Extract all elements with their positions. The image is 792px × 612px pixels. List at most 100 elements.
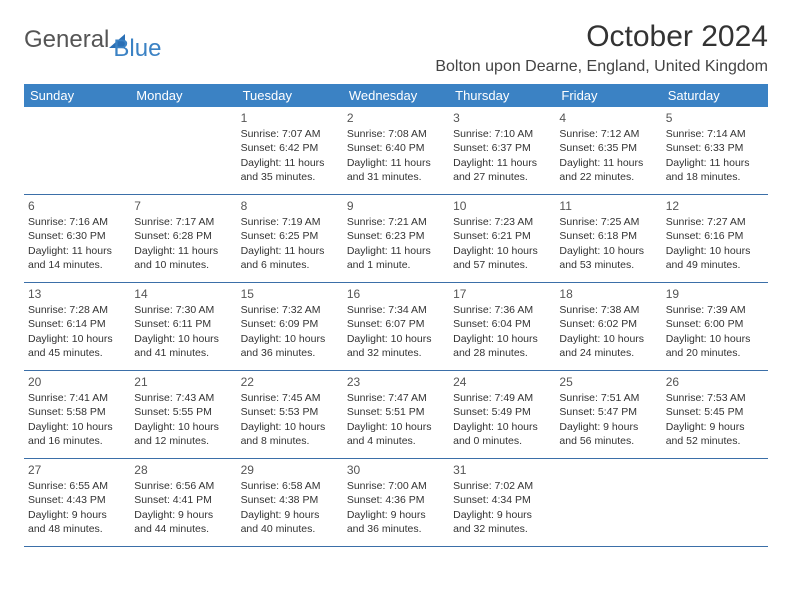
title-block: October 2024 Bolton upon Dearne, England… (435, 20, 768, 76)
daylight-text: Daylight: 11 hours (241, 244, 339, 258)
daylight-text: and 1 minute. (347, 258, 445, 272)
sunset-text: Sunset: 6:42 PM (241, 141, 339, 155)
day-number: 31 (453, 462, 551, 478)
daylight-text: and 0 minutes. (453, 434, 551, 448)
calendar-day-cell: 19Sunrise: 7:39 AMSunset: 6:00 PMDayligh… (662, 283, 768, 371)
daylight-text: and 6 minutes. (241, 258, 339, 272)
sunrise-text: Sunrise: 7:39 AM (666, 303, 764, 317)
calendar-day-cell: 12Sunrise: 7:27 AMSunset: 6:16 PMDayligh… (662, 195, 768, 283)
day-number: 21 (134, 374, 232, 390)
daylight-text: Daylight: 10 hours (666, 332, 764, 346)
calendar-day-cell: 1Sunrise: 7:07 AMSunset: 6:42 PMDaylight… (237, 107, 343, 195)
daylight-text: Daylight: 11 hours (453, 156, 551, 170)
calendar-day-cell: 4Sunrise: 7:12 AMSunset: 6:35 PMDaylight… (555, 107, 661, 195)
daylight-text: Daylight: 10 hours (453, 332, 551, 346)
sunrise-text: Sunrise: 7:38 AM (559, 303, 657, 317)
calendar-day-cell (24, 107, 130, 195)
day-number: 25 (559, 374, 657, 390)
calendar-week-row: 13Sunrise: 7:28 AMSunset: 6:14 PMDayligh… (24, 283, 768, 371)
daylight-text: Daylight: 11 hours (347, 156, 445, 170)
day-header: Friday (555, 84, 661, 107)
calendar-day-cell: 3Sunrise: 7:10 AMSunset: 6:37 PMDaylight… (449, 107, 555, 195)
calendar-day-cell (662, 459, 768, 547)
day-number: 30 (347, 462, 445, 478)
sunrise-text: Sunrise: 7:14 AM (666, 127, 764, 141)
sunrise-text: Sunrise: 6:56 AM (134, 479, 232, 493)
day-header: Tuesday (237, 84, 343, 107)
calendar-week-row: 20Sunrise: 7:41 AMSunset: 5:58 PMDayligh… (24, 371, 768, 459)
sunrise-text: Sunrise: 7:45 AM (241, 391, 339, 405)
sunset-text: Sunset: 6:14 PM (28, 317, 126, 331)
day-number: 14 (134, 286, 232, 302)
calendar-day-cell: 10Sunrise: 7:23 AMSunset: 6:21 PMDayligh… (449, 195, 555, 283)
calendar-day-cell: 21Sunrise: 7:43 AMSunset: 5:55 PMDayligh… (130, 371, 236, 459)
sunrise-text: Sunrise: 7:07 AM (241, 127, 339, 141)
sunset-text: Sunset: 6:02 PM (559, 317, 657, 331)
daylight-text: and 45 minutes. (28, 346, 126, 360)
sunset-text: Sunset: 6:00 PM (666, 317, 764, 331)
calendar-day-cell: 29Sunrise: 6:58 AMSunset: 4:38 PMDayligh… (237, 459, 343, 547)
sunset-text: Sunset: 4:43 PM (28, 493, 126, 507)
day-number: 3 (453, 110, 551, 126)
daylight-text: Daylight: 10 hours (134, 420, 232, 434)
logo: General Blue (24, 20, 161, 60)
sunrise-text: Sunrise: 7:34 AM (347, 303, 445, 317)
daylight-text: and 32 minutes. (347, 346, 445, 360)
sunset-text: Sunset: 6:30 PM (28, 229, 126, 243)
daylight-text: Daylight: 9 hours (666, 420, 764, 434)
calendar-day-cell: 5Sunrise: 7:14 AMSunset: 6:33 PMDaylight… (662, 107, 768, 195)
sunset-text: Sunset: 6:23 PM (347, 229, 445, 243)
sunrise-text: Sunrise: 7:25 AM (559, 215, 657, 229)
logo-text-blue: Blue (113, 38, 161, 60)
day-number: 28 (134, 462, 232, 478)
calendar-day-cell: 8Sunrise: 7:19 AMSunset: 6:25 PMDaylight… (237, 195, 343, 283)
daylight-text: Daylight: 10 hours (28, 332, 126, 346)
calendar-week-row: 1Sunrise: 7:07 AMSunset: 6:42 PM Daylight… (24, 107, 768, 195)
day-number: 26 (666, 374, 764, 390)
calendar-day-cell: 11Sunrise: 7:25 AMSunset: 6:18 PMDayligh… (555, 195, 661, 283)
daylight-text: and 8 minutes. (241, 434, 339, 448)
sunrise-text: Sunrise: 7:51 AM (559, 391, 657, 405)
daylight-text: and 28 minutes. (453, 346, 551, 360)
sunset-text: Sunset: 6:33 PM (666, 141, 764, 155)
day-header: Thursday (449, 84, 555, 107)
sunset-text: Sunset: 4:34 PM (453, 493, 551, 507)
day-header: Sunday (24, 84, 130, 107)
calendar-day-cell: 7Sunrise: 7:17 AMSunset: 6:28 PMDaylight… (130, 195, 236, 283)
sunset-text: Sunset: 5:49 PM (453, 405, 551, 419)
sunset-text: Sunset: 6:21 PM (453, 229, 551, 243)
day-number: 1 (241, 110, 339, 126)
daylight-text: Daylight: 10 hours (347, 332, 445, 346)
calendar-day-cell: 17Sunrise: 7:36 AMSunset: 6:04 PMDayligh… (449, 283, 555, 371)
day-header: Wednesday (343, 84, 449, 107)
daylight-text: and 41 minutes. (134, 346, 232, 360)
daylight-text: Daylight: 10 hours (559, 244, 657, 258)
day-number: 13 (28, 286, 126, 302)
sunrise-text: Sunrise: 6:58 AM (241, 479, 339, 493)
calendar-day-cell: 6Sunrise: 7:16 AMSunset: 6:30 PMDaylight… (24, 195, 130, 283)
daylight-text: and 36 minutes. (347, 522, 445, 536)
page-header: General Blue October 2024 Bolton upon De… (24, 20, 768, 76)
daylight-text: and 27 minutes. (453, 170, 551, 184)
daylight-text: Daylight: 10 hours (241, 332, 339, 346)
day-number: 5 (666, 110, 764, 126)
daylight-text: Daylight: 11 hours (559, 156, 657, 170)
sunset-text: Sunset: 6:37 PM (453, 141, 551, 155)
daylight-text: and 18 minutes. (666, 170, 764, 184)
calendar-week-row: 27Sunrise: 6:55 AMSunset: 4:43 PMDayligh… (24, 459, 768, 547)
calendar-day-cell: 24Sunrise: 7:49 AMSunset: 5:49 PMDayligh… (449, 371, 555, 459)
sunrise-text: Sunrise: 7:12 AM (559, 127, 657, 141)
sunrise-text: Sunrise: 7:02 AM (453, 479, 551, 493)
day-number: 20 (28, 374, 126, 390)
day-number: 10 (453, 198, 551, 214)
sunset-text: Sunset: 6:04 PM (453, 317, 551, 331)
sunrise-text: Sunrise: 7:49 AM (453, 391, 551, 405)
daylight-text: Daylight: 9 hours (241, 508, 339, 522)
day-number: 11 (559, 198, 657, 214)
daylight-text: Daylight: 9 hours (453, 508, 551, 522)
daylight-text: and 4 minutes. (347, 434, 445, 448)
daylight-text: Daylight: 10 hours (134, 332, 232, 346)
sunset-text: Sunset: 5:51 PM (347, 405, 445, 419)
sunset-text: Sunset: 5:55 PM (134, 405, 232, 419)
day-number: 29 (241, 462, 339, 478)
